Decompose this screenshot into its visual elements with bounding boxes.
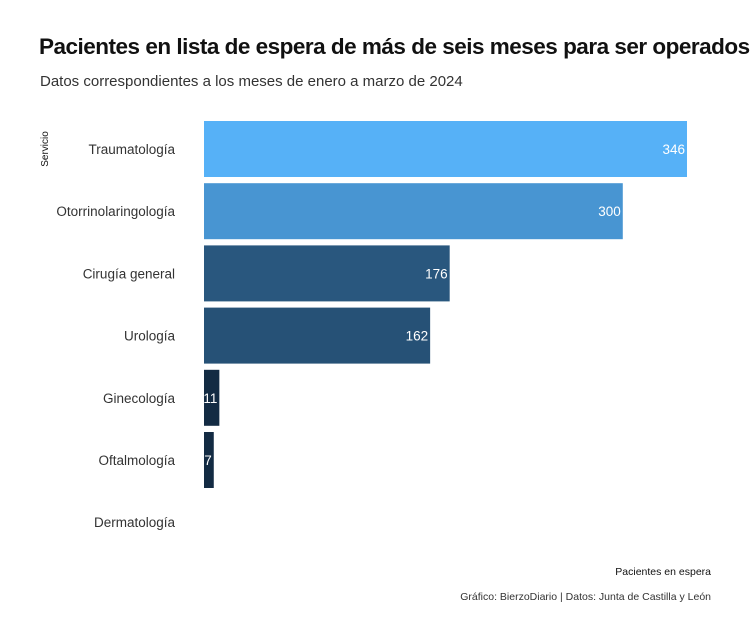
y-tick-label: Dermatología xyxy=(94,515,176,530)
y-tick-label: Otorrinolaringología xyxy=(56,204,175,219)
chart-title: Pacientes en lista de espera de más de s… xyxy=(39,34,750,59)
y-tick-labels-group: Traumatología Otorrinolaringología Cirugía… xyxy=(56,142,175,530)
bars-group xyxy=(204,121,687,488)
value-labels-group: 346 300 176 162 11 7 xyxy=(203,142,685,468)
y-tick-label: Cirugía general xyxy=(83,266,175,281)
y-tick-label: Ginecología xyxy=(103,391,176,406)
bar xyxy=(204,183,623,240)
bar xyxy=(204,307,431,364)
bar xyxy=(204,369,220,426)
y-tick-label: Traumatología xyxy=(88,142,175,157)
x-axis-title: Pacientes en espera xyxy=(615,566,711,578)
y-tick-label: Oftalmología xyxy=(98,453,175,468)
chart-caption: Gráfico: BierzoDiario | Datos: Junta de … xyxy=(460,591,711,603)
bar-value-label: 7 xyxy=(204,453,212,468)
chart-subtitle: Datos correspondientes a los meses de en… xyxy=(40,73,463,90)
bar-value-label: 346 xyxy=(662,142,685,157)
bar xyxy=(204,432,214,488)
y-tick-label: Urología xyxy=(124,329,176,344)
bar-value-label: 300 xyxy=(598,204,621,219)
bar-value-label: 176 xyxy=(425,266,448,281)
bar xyxy=(204,245,450,302)
y-axis-title: Servicio xyxy=(40,131,51,167)
bar xyxy=(204,121,687,177)
bar-value-label: 11 xyxy=(203,391,217,406)
bar-value-label: 162 xyxy=(406,329,429,344)
